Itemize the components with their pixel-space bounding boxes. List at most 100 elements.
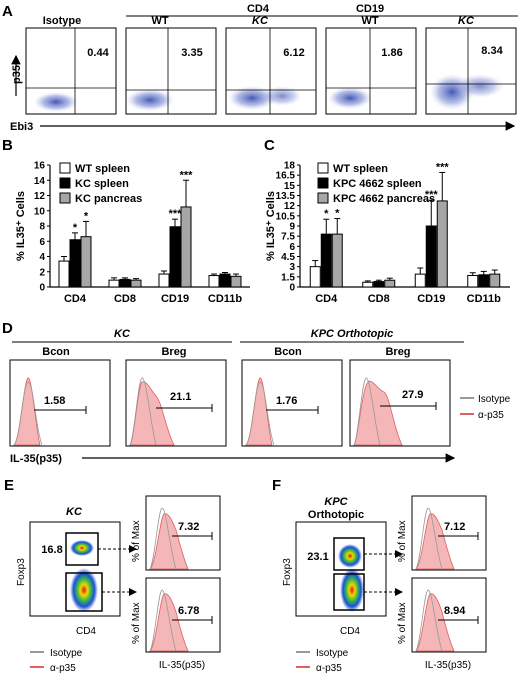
bar <box>208 275 220 288</box>
hist-x-label-e: IL-35(p35) <box>159 660 205 671</box>
y-tick-label: 6 <box>39 237 45 248</box>
y-axis-label-p35: p35 <box>11 65 23 84</box>
title-e: KC <box>66 506 83 518</box>
bar <box>180 206 192 288</box>
legend-swatch <box>317 177 329 189</box>
bar <box>425 225 437 288</box>
bar <box>362 281 374 288</box>
y-tick-label: 3 <box>289 262 295 273</box>
bar <box>436 200 448 288</box>
y-tick-label: 4 <box>39 252 45 263</box>
hist-y-label-bottom-e: % of Max <box>131 602 142 644</box>
y-axis-title: % IL35⁺ Cells <box>15 191 27 261</box>
hist-y-label-top-f: % of Max <box>397 520 408 562</box>
legend-label: WT spleen <box>75 163 130 175</box>
significance-stars: *** <box>169 208 183 220</box>
x-tick-label: CD11b <box>467 293 502 305</box>
significance-stars: *** <box>425 189 439 201</box>
gate-value-breg-kpc: 27.9 <box>402 389 423 401</box>
panel-letter-d: D <box>2 320 13 337</box>
subtitle-breg-kc: Breg <box>161 346 186 358</box>
legend-label-isotype-f: Isotype <box>316 648 349 659</box>
x-tick-label: CD4 <box>315 293 338 305</box>
bar <box>230 275 242 288</box>
x-tick-label: CD4 <box>64 293 87 305</box>
bar <box>69 239 81 288</box>
y-tick-label: 13.5 <box>276 191 296 202</box>
y-tick-label: 16.5 <box>276 171 296 182</box>
bar <box>373 281 385 288</box>
hist-value-bottom-e: 6.78 <box>178 605 199 617</box>
y-tick-label: 12 <box>34 191 46 202</box>
quadrant-value-kc-cd19: 8.34 <box>481 45 503 57</box>
legend-swatch <box>59 177 71 189</box>
bar <box>58 260 70 288</box>
bar <box>130 279 142 288</box>
subtitle-bcon-kc: Bcon <box>42 346 70 358</box>
y-tick-label: 9 <box>289 222 295 233</box>
quadrant-value-wt-cd4: 3.35 <box>181 47 202 59</box>
significance-stars: * <box>84 210 89 222</box>
dot-plot-e: 16.8 <box>29 521 121 617</box>
y-axis-label-foxp3-f: Foxp3 <box>282 558 293 586</box>
y-tick-label: 1.5 <box>281 272 295 283</box>
dot-gate-value-e: 16.8 <box>41 544 62 556</box>
x-axis-label-cd4-f: CD4 <box>340 626 360 637</box>
flow-plot-wt-cd19: 1.86 <box>325 27 417 115</box>
legend-label-isotype: Isotype <box>478 394 511 405</box>
legend-d: Isotype α-p35 <box>460 394 511 421</box>
histogram-bottom-f: 8.94 <box>411 577 487 653</box>
legend-label-isotype-e: Isotype <box>50 648 83 659</box>
gate-value-bcon-kpc: 1.76 <box>276 395 297 407</box>
y-axis-title: % IL35⁺ Cells <box>265 191 277 261</box>
significance-stars: *** <box>180 169 194 181</box>
y-tick-label: 6 <box>289 242 295 253</box>
bar-chart-b: 0 2 4 6 8 10 12 14 16 % IL35⁺ Cells CD4 * * CD8 CD19 **… <box>15 161 250 305</box>
panel-letter-a: A <box>2 3 13 20</box>
bar <box>309 266 321 288</box>
title-f: KPC <box>324 496 348 508</box>
subtitle-bcon-kpc: Bcon <box>274 346 302 358</box>
legend-f: Isotype α-p35 <box>296 648 349 674</box>
y-tick-label: 0 <box>289 283 295 294</box>
y-tick-label: 4.5 <box>281 252 295 263</box>
hist-y-label-top-e: % of Max <box>131 520 142 562</box>
significance-stars: *** <box>436 161 450 173</box>
flow-plot-isotype: 0.44 <box>25 27 117 115</box>
panel-letter-c: C <box>264 137 275 154</box>
legend-e: Isotype α-p35 <box>30 648 83 674</box>
x-tick-label: CD8 <box>368 293 390 305</box>
bar <box>384 279 396 288</box>
legend-label: WT spleen <box>333 163 388 175</box>
panel-letter-e: E <box>4 477 14 494</box>
histogram-bottom-e: 6.78 <box>145 577 221 653</box>
subtitle-breg-kpc: Breg <box>385 346 410 358</box>
hist-value-top-f: 7.12 <box>444 521 465 533</box>
legend-label-alpha-p35: α-p35 <box>478 410 504 421</box>
group-label-cd19: CD19 <box>356 3 384 15</box>
y-tick-label: 14 <box>34 176 46 187</box>
y-tick-label: 2 <box>39 267 45 278</box>
histogram-top-e: 7.32 <box>145 495 221 571</box>
histogram-breg-kpc: 27.9 <box>349 359 451 447</box>
plot-title-wt-cd19: WT <box>361 15 378 27</box>
legend-swatch <box>317 162 329 174</box>
y-tick-label: 12 <box>284 201 296 212</box>
x-tick-label: CD19 <box>161 293 189 305</box>
flow-plot-kc-cd19: 8.34 <box>425 27 517 115</box>
group-label-kc: KC <box>114 328 131 340</box>
panel-letter-b: B <box>2 137 13 154</box>
bar <box>169 226 181 288</box>
y-tick-label: 18 <box>284 161 296 172</box>
bar <box>320 233 332 288</box>
panel-letter-f: F <box>272 477 281 494</box>
bar <box>108 279 120 288</box>
x-tick-label: CD11b <box>208 293 243 305</box>
bar <box>478 274 490 288</box>
legend-swatch <box>59 162 71 174</box>
bar <box>80 236 92 288</box>
histogram-top-f: 7.12 <box>411 495 487 571</box>
bar <box>489 273 501 288</box>
plot-title-kc-cd4: KC <box>252 15 269 27</box>
